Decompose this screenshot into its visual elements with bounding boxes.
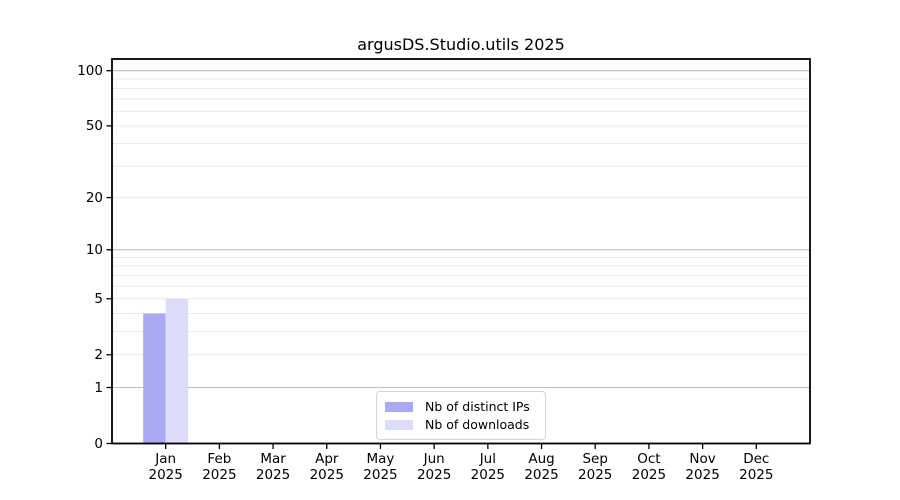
x-tick-label-jul: Jul 2025 — [456, 451, 520, 484]
year-label: 2025 — [685, 467, 720, 483]
bar-nb-of-distinct-ips-jan — [143, 313, 166, 444]
x-tick-label-apr: Apr 2025 — [295, 451, 359, 484]
x-tick-label-may: May 2025 — [348, 451, 412, 484]
y-tick-label-5: 5 — [94, 290, 103, 307]
bar-nb-of-downloads-jan — [165, 298, 189, 444]
month-label: Jun — [423, 450, 445, 467]
month-label: Feb — [207, 450, 232, 467]
x-tick-label-mar: Mar 2025 — [241, 451, 305, 484]
month-label: Nov — [689, 450, 716, 467]
x-tick-label-sep: Sep 2025 — [563, 451, 627, 484]
plot-border — [111, 58, 811, 445]
downloads-swatch-icon — [385, 419, 413, 430]
month-label: Mar — [260, 450, 286, 467]
year-label: 2025 — [309, 467, 344, 483]
month-label: Aug — [528, 450, 555, 467]
month-label: Dec — [743, 450, 770, 467]
y-tick-label-20: 20 — [85, 189, 103, 206]
month-label: Oct — [637, 450, 661, 467]
y-tick-label-10: 10 — [85, 241, 103, 258]
month-label: Jul — [479, 450, 496, 467]
y-tick-label-100: 100 — [77, 62, 103, 79]
x-tick-label-dec: Dec 2025 — [724, 451, 788, 484]
y-tick-label-1: 1 — [94, 379, 103, 396]
year-label: 2025 — [148, 467, 183, 483]
year-label: 2025 — [578, 467, 613, 483]
x-tick-label-feb: Feb 2025 — [187, 451, 251, 484]
legend-entry-downloads: Nb of downloads — [385, 416, 537, 433]
year-label: 2025 — [470, 467, 506, 483]
x-tick-label-nov: Nov 2025 — [671, 451, 735, 484]
distinct-ips-swatch-icon — [385, 401, 413, 412]
legend-label-distinct-ips: Nb of distinct IPs — [425, 399, 530, 414]
x-tick-label-aug: Aug 2025 — [510, 451, 574, 484]
x-tick-label-jan: Jan 2025 — [134, 451, 198, 484]
x-tick-label-jun: Jun 2025 — [402, 451, 466, 484]
year-label: 2025 — [739, 467, 774, 483]
year-label: 2025 — [524, 467, 559, 483]
y-tick-label-50: 50 — [85, 117, 103, 134]
year-label: 2025 — [631, 467, 667, 483]
year-label: 2025 — [416, 467, 452, 483]
year-label: 2025 — [255, 467, 291, 483]
x-tick-label-oct: Oct 2025 — [617, 451, 681, 484]
legend-label-downloads: Nb of downloads — [425, 417, 530, 432]
month-label: Apr — [315, 450, 339, 467]
y-tick-label-0: 0 — [94, 435, 103, 452]
month-label: Jan — [155, 450, 177, 467]
legend-entry-distinct-ips: Nb of distinct IPs — [385, 398, 537, 415]
year-label: 2025 — [202, 467, 237, 483]
month-label: Sep — [582, 450, 608, 467]
year-label: 2025 — [363, 467, 398, 483]
legend-box: Nb of distinct IPs Nb of downloads — [376, 391, 546, 440]
y-tick-label-2: 2 — [94, 346, 103, 363]
month-label: May — [366, 450, 395, 467]
chart-title: argusDS.Studio.utils 2025 — [357, 35, 565, 54]
